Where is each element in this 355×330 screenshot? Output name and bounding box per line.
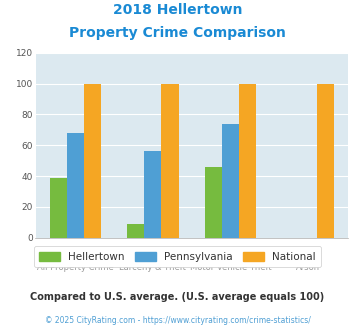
Bar	[205, 167, 222, 238]
Bar	[84, 83, 101, 238]
Bar	[50, 178, 67, 238]
Bar	[67, 133, 84, 238]
Text: 2018 Hellertown: 2018 Hellertown	[113, 3, 242, 17]
Text: Arson: Arson	[296, 263, 320, 273]
Text: © 2025 CityRating.com - https://www.cityrating.com/crime-statistics/: © 2025 CityRating.com - https://www.city…	[45, 316, 310, 325]
Text: Motor Vehicle Theft: Motor Vehicle Theft	[190, 263, 271, 273]
Text: Larceny & Theft: Larceny & Theft	[120, 263, 186, 273]
Bar	[162, 83, 179, 238]
Bar	[144, 151, 162, 238]
Bar	[222, 124, 239, 238]
Bar	[239, 83, 256, 238]
Text: Property Crime Comparison: Property Crime Comparison	[69, 26, 286, 40]
Legend: Hellertown, Pennsylvania, National: Hellertown, Pennsylvania, National	[34, 247, 321, 267]
Bar	[127, 224, 144, 238]
Text: Burglary: Burglary	[135, 247, 171, 256]
Text: Compared to U.S. average. (U.S. average equals 100): Compared to U.S. average. (U.S. average …	[31, 292, 324, 302]
Text: All Property Crime: All Property Crime	[37, 263, 114, 273]
Bar	[317, 83, 334, 238]
